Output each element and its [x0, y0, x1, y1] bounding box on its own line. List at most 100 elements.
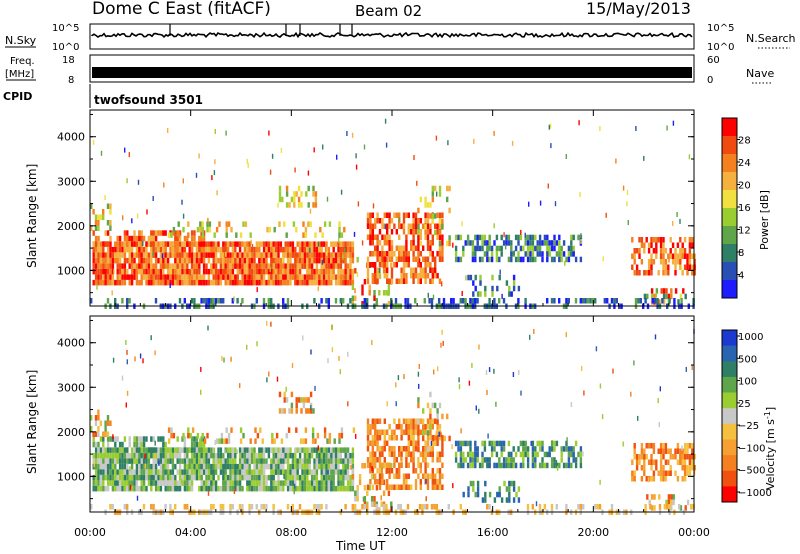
heatmap-cell [374, 218, 377, 224]
heatmap-cell [318, 463, 321, 470]
heatmap-cell [320, 274, 323, 280]
heatmap-cell [631, 470, 634, 476]
heatmap-cell [486, 245, 489, 252]
heatmap-cell [150, 504, 153, 510]
heatmap-cell [679, 264, 682, 270]
heatmap-cell [342, 241, 345, 247]
heatmap-cell [142, 252, 146, 258]
heatmap-cell [212, 469, 215, 475]
heatmap-cell [180, 478, 183, 484]
heatmap-cell [94, 257, 98, 264]
heatmap-cell [212, 252, 215, 258]
heatmap-cell [351, 241, 355, 247]
heatmap-cell [664, 476, 668, 482]
heatmap-cell [178, 257, 182, 264]
heatmap-cell [166, 452, 170, 459]
heatmap-cell [246, 257, 249, 264]
heatmap-cell [142, 469, 146, 475]
heatmap-cell [314, 202, 318, 208]
heatmap-cell [280, 438, 284, 444]
heatmap-cell [262, 241, 266, 247]
heatmap-cell [260, 452, 263, 459]
heatmap-cell [166, 469, 170, 475]
heatmap-cell [577, 234, 580, 241]
heatmap-cell [344, 504, 347, 510]
heatmap-cell [426, 473, 430, 479]
heatmap-cell [548, 451, 551, 458]
heatmap-cell [248, 263, 251, 269]
heatmap-cell [189, 432, 192, 439]
heatmap-cell [486, 462, 489, 469]
heatmap-cell [570, 462, 573, 469]
heatmap-cell [500, 245, 503, 252]
heatmap-cell [181, 447, 184, 453]
heatmap-cell [426, 446, 430, 453]
heatmap-cell [390, 446, 394, 452]
heatmap-cell [394, 298, 398, 304]
heatmap-cell [402, 267, 406, 273]
heatmap-cell [691, 459, 694, 465]
heatmap-cell [282, 463, 285, 470]
heatmap-cell [390, 251, 394, 257]
heatmap-cell [118, 235, 122, 242]
heatmap-cell [291, 469, 295, 475]
heatmap-cell [674, 448, 677, 454]
heatmap-cell [92, 139, 95, 145]
heatmap-cell [426, 240, 430, 246]
heatmap-cell [510, 245, 513, 252]
heatmap-cell [296, 458, 299, 464]
heatmap-cell [286, 452, 290, 459]
heatmap-cell [140, 246, 143, 253]
heatmap-cell [286, 480, 290, 486]
heatmap-cell [270, 246, 273, 253]
heatmap-cell [303, 474, 307, 481]
heatmap-cell [436, 234, 439, 240]
x-tick-label: 20:00 [577, 526, 609, 539]
heatmap-cell [94, 431, 98, 437]
heatmap-cell [338, 221, 341, 227]
heatmap-cell [114, 474, 117, 481]
heatmap-cell [303, 458, 307, 464]
heatmap-cell [138, 452, 141, 459]
heatmap-cell [320, 485, 323, 492]
heatmap-cell [508, 491, 511, 498]
heatmap-cell [538, 240, 542, 246]
heatmap-cell [181, 246, 184, 253]
heatmap-cell [330, 474, 333, 481]
heatmap-cell [128, 298, 131, 304]
heatmap-cell [159, 452, 163, 459]
heatmap-cell [325, 447, 328, 453]
heatmap-cell [102, 279, 105, 286]
heatmap-cell [301, 252, 304, 258]
heatmap-cell [272, 504, 275, 510]
heatmap-cell [390, 240, 394, 246]
heatmap-cell [558, 256, 561, 263]
heatmap-cell [374, 457, 377, 463]
heatmap-cell [386, 468, 389, 474]
heatmap-cell [296, 279, 299, 286]
y-tick-label: 1000 [57, 470, 85, 483]
heatmap-cell [412, 429, 415, 435]
heatmap-cell [431, 218, 434, 225]
heatmap-cell [274, 480, 278, 486]
heatmap-cell [320, 241, 323, 247]
heatmap-cell [202, 279, 206, 286]
heatmap-cell [294, 252, 297, 258]
heatmap-cell [236, 480, 239, 486]
heatmap-cell [174, 235, 177, 242]
heatmap-cell [332, 485, 335, 492]
heatmap-cell [410, 440, 413, 446]
heatmap-cell [270, 485, 273, 492]
heatmap-cell [387, 291, 389, 296]
heatmap-cell [652, 248, 656, 254]
heatmap-cell [154, 452, 158, 459]
heatmap-cell [123, 252, 127, 258]
heatmap-cell [380, 495, 382, 501]
heatmap-cell [174, 274, 177, 280]
heatmap-cell [90, 504, 93, 510]
heatmap-cell [217, 241, 220, 247]
heatmap-cell [436, 484, 439, 490]
heatmap-cell [334, 263, 338, 269]
heatmap-cell [369, 457, 372, 463]
heatmap-cell [670, 505, 673, 511]
